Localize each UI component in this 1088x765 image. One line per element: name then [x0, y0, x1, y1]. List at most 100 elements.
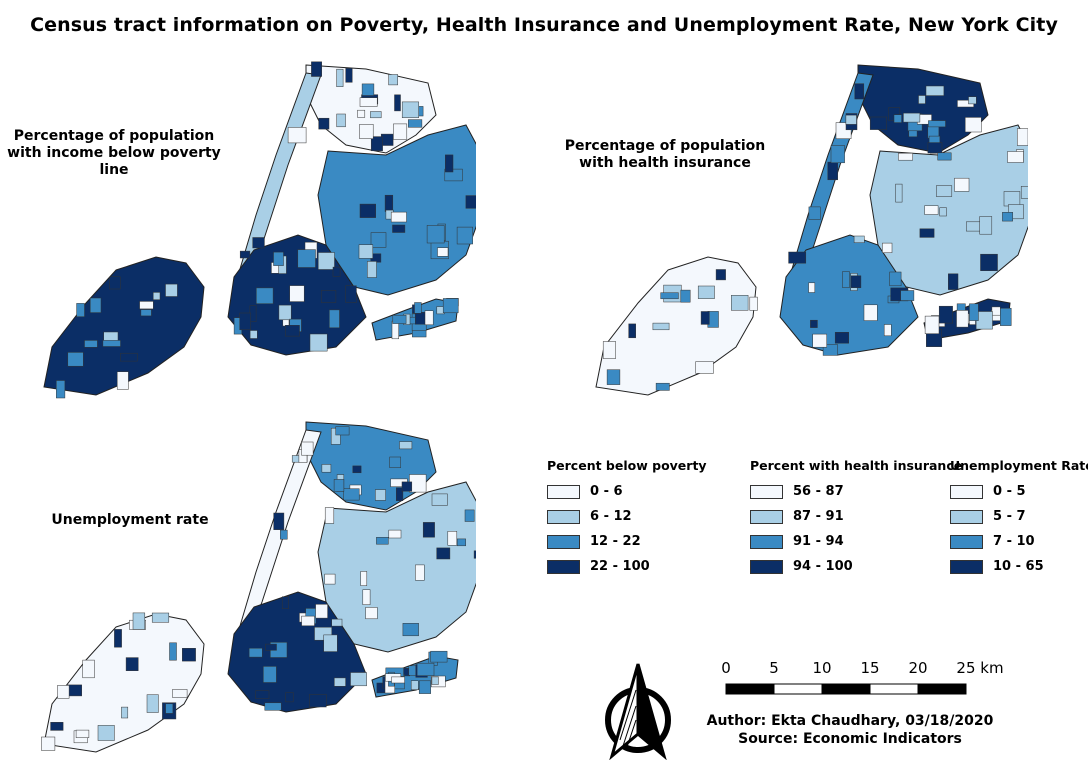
legend-item-label: 6 - 12 [590, 509, 632, 524]
census-tract [464, 509, 475, 522]
census-tract [426, 225, 445, 244]
census-tract [239, 312, 252, 331]
legend-swatch [950, 559, 983, 574]
census-tract [788, 251, 807, 264]
poverty-legend: Percent below poverty 0 - 6 6 - 12 12 - … [547, 458, 707, 579]
legend-item-label: 91 - 94 [793, 534, 844, 549]
census-tract [384, 194, 394, 212]
census-tract [392, 314, 407, 324]
census-tract [1002, 212, 1013, 222]
census-tract [927, 142, 943, 154]
census-tract [57, 685, 70, 699]
census-tract [239, 250, 251, 259]
census-tract [309, 694, 327, 708]
census-tract [120, 352, 138, 362]
census-tract [937, 152, 952, 161]
census-tract [903, 112, 921, 123]
legend-swatch [950, 534, 983, 549]
census-tract [280, 529, 288, 540]
census-tract [332, 266, 341, 277]
legend-title: Unemployment Rate [950, 458, 1088, 473]
legend-item: 56 - 87 [750, 479, 962, 504]
legend-swatch [750, 509, 783, 524]
census-tract [360, 571, 368, 586]
census-tract [415, 564, 425, 581]
census-tract [56, 380, 66, 399]
census-tract [956, 310, 969, 328]
census-tract [924, 315, 940, 334]
borough-bronx [857, 64, 989, 154]
census-tract [320, 290, 337, 303]
census-tract [445, 154, 454, 173]
legend-item-label: 22 - 100 [590, 559, 650, 574]
census-tract [97, 725, 115, 741]
census-tract [281, 596, 289, 609]
census-tract [430, 650, 448, 663]
census-tract [390, 211, 407, 223]
census-tract [447, 531, 458, 546]
legend-swatch [950, 484, 983, 499]
legend-item-label: 12 - 22 [590, 534, 641, 549]
census-tract [465, 195, 476, 209]
census-tract [345, 68, 353, 83]
census-tract [869, 116, 887, 130]
census-tract [315, 604, 328, 619]
census-tract [301, 615, 315, 627]
census-tract [359, 203, 376, 218]
census-tract [882, 242, 893, 253]
census-tract [695, 361, 714, 374]
census-tract [324, 507, 335, 524]
legend-item-label: 87 - 91 [793, 509, 844, 524]
census-tract [939, 207, 947, 217]
census-tract [436, 547, 451, 560]
credits: Author: Ekta Chaudhary, 03/18/2020 Sourc… [700, 712, 1000, 748]
census-tract [854, 83, 865, 100]
scale-tick-label: 10 [812, 659, 831, 677]
census-tract [139, 301, 154, 310]
census-tract [76, 303, 85, 317]
census-tract [67, 684, 82, 697]
legend-item: 91 - 94 [750, 529, 962, 554]
census-tract [410, 680, 419, 690]
scale-tick-label: 15 [860, 659, 879, 677]
legend-item-label: 0 - 6 [590, 484, 623, 499]
census-tract [50, 722, 64, 731]
census-tract [146, 694, 159, 713]
scale-tick-label: 25 km [956, 659, 1003, 677]
census-tract [84, 340, 98, 348]
census-tract [948, 273, 959, 290]
census-tract [273, 512, 285, 530]
census-tract [255, 690, 270, 700]
census-tract [317, 252, 335, 270]
census-tract [889, 271, 902, 287]
census-tract [652, 322, 670, 331]
scale-bar: 0 5 10 15 20 25 km [721, 659, 1004, 695]
census-tract [256, 287, 274, 304]
census-tract [289, 285, 305, 302]
census-tract [376, 537, 389, 545]
census-tract [301, 441, 314, 456]
census-tract [731, 295, 749, 311]
poverty-map [43, 61, 476, 399]
census-tract [964, 117, 982, 133]
census-tract [863, 304, 878, 321]
unemployment-map [41, 421, 476, 753]
legend-swatch [547, 559, 580, 574]
census-tract [399, 441, 413, 450]
census-tract [392, 224, 406, 233]
legend-swatch [750, 484, 783, 499]
census-tract [1020, 186, 1028, 199]
census-tract [361, 83, 375, 96]
legend-item: 94 - 100 [750, 554, 962, 579]
census-tract [408, 119, 423, 128]
legend-item-label: 10 - 65 [993, 559, 1044, 574]
census-tract [389, 456, 401, 468]
census-tract [893, 114, 902, 123]
census-tract [249, 330, 258, 339]
legend-item-label: 56 - 87 [793, 484, 844, 499]
source-credit: Source: Economic Indicators [738, 731, 962, 747]
census-tract [422, 522, 435, 538]
census-tract [248, 647, 263, 658]
census-tract [140, 309, 152, 317]
census-tract [333, 479, 345, 492]
